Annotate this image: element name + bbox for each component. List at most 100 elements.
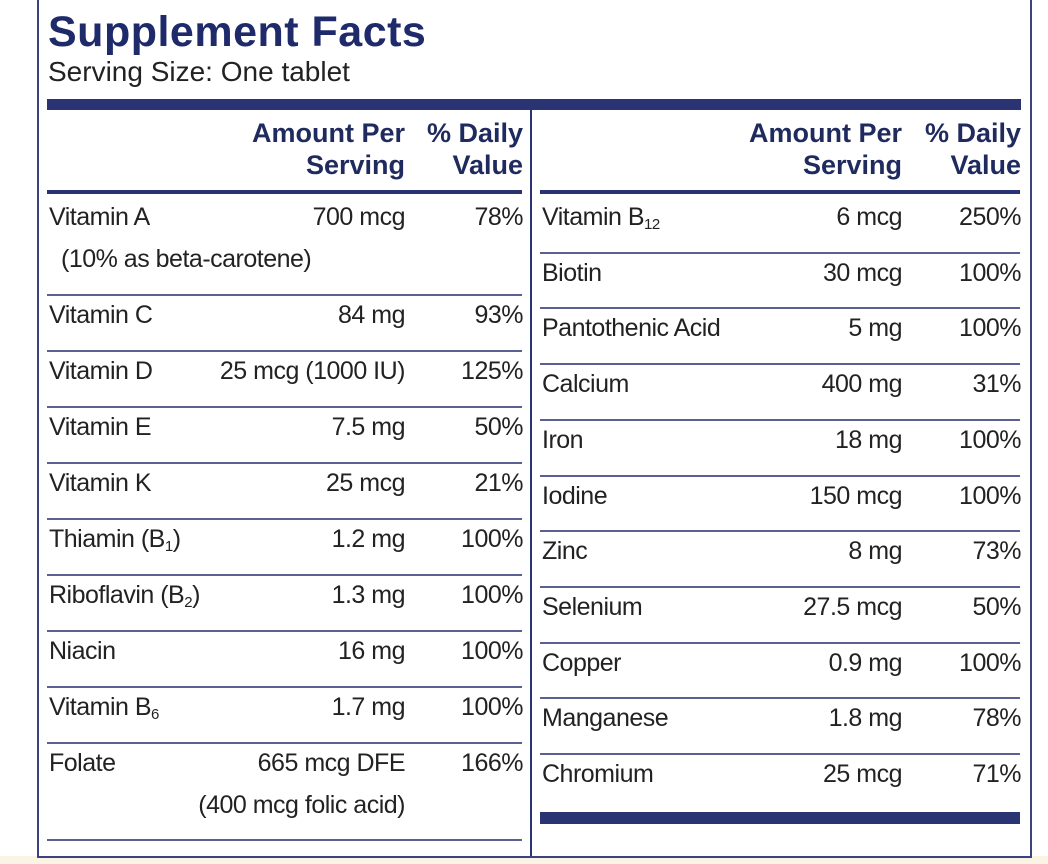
amount-header: Amount Per: [251, 118, 405, 148]
row-rule: [47, 349, 522, 352]
daily-value: 50%: [972, 592, 1021, 621]
row-rule: [47, 573, 522, 576]
name-text: Zinc: [542, 537, 588, 566]
name-text: Calcium: [542, 370, 629, 399]
nutrient-name: Riboflavin (B2): [49, 580, 200, 610]
daily-value: 100%: [959, 258, 1021, 287]
daily-value: 50%: [474, 412, 523, 441]
amount: 18 mg: [835, 425, 902, 454]
daily-value: 31%: [972, 370, 1021, 399]
column-divider: [530, 110, 532, 856]
subscript: 12: [644, 216, 660, 233]
serving-size: Serving Size: One tablet: [48, 56, 350, 87]
nutrient-name: Copper: [542, 648, 622, 678]
daily-value: 71%: [972, 760, 1021, 788]
row-rule: [540, 530, 1020, 533]
daily-value-header: % Daily: [426, 118, 523, 148]
nutrient-name: Vitamin A: [49, 202, 150, 232]
daily-value: 100%: [461, 636, 523, 665]
name-text: Vitamin D: [49, 356, 153, 385]
name-text: Vitamin B: [542, 203, 645, 231]
row-rule: [540, 641, 1020, 644]
bottom-bar: [540, 811, 1020, 824]
name-text: Riboflavin (B: [49, 580, 185, 609]
amount: 30 mcg: [823, 258, 902, 287]
name-text: Folate: [49, 748, 116, 777]
thick-bar: [47, 99, 1021, 110]
amount: 7.5 mg: [331, 412, 406, 441]
amount: 400 mg: [821, 370, 903, 399]
amount: 665 mcg DFE: [257, 748, 406, 777]
nutrient-name: Pantothenic Acid: [542, 313, 721, 343]
nutrient-name: Biotin: [542, 258, 602, 288]
daily-value: 100%: [461, 524, 523, 553]
daily-value: 100%: [959, 314, 1021, 343]
amount-header: Amount Per: [748, 118, 902, 148]
header-bar: [47, 190, 522, 194]
name-text: Chromium: [542, 760, 654, 788]
amount: 1.7 mg: [331, 692, 406, 721]
nutrient-name: Vitamin C: [49, 300, 153, 330]
daily-value: 93%: [474, 300, 523, 329]
daily-value: 250%: [959, 203, 1021, 231]
nutrient-name: Vitamin B6: [49, 692, 159, 722]
label-border: [37, 0, 1032, 858]
nutrient-name: Chromium: [542, 759, 654, 789]
daily-value: 100%: [959, 648, 1021, 677]
row-rule: [47, 685, 522, 688]
amount: 25 mcg: [326, 468, 405, 497]
amount-header: Serving: [802, 150, 902, 180]
name-text: Manganese: [542, 704, 669, 733]
row-rule: [540, 697, 1020, 700]
daily-value-header: % Daily: [924, 118, 1021, 148]
nutrient-note: (10% as beta-carotene): [61, 245, 312, 273]
amount: 6 mcg: [836, 203, 902, 231]
nutrient-name: Niacin: [49, 636, 116, 666]
daily-value: 100%: [959, 481, 1021, 510]
name-text: Vitamin E: [49, 412, 152, 441]
bottom-strip: [0, 856, 1048, 864]
daily-value: 100%: [461, 692, 523, 721]
row-rule: [47, 461, 522, 464]
nutrient-name: Selenium: [542, 592, 643, 622]
name-tail: ): [192, 580, 200, 609]
row-rule: [47, 741, 522, 744]
row-rule: [540, 753, 1020, 755]
amount: 0.9 mg: [828, 648, 903, 677]
amount-header: Serving: [305, 150, 405, 180]
name-text: Vitamin A: [49, 203, 150, 231]
nutrient-name: Folate: [49, 748, 116, 778]
nutrient-name: Vitamin E: [49, 412, 152, 442]
amount: 25 mcg (1000 IU): [219, 356, 406, 385]
nutrient-name: Thiamin (B1): [49, 524, 181, 554]
daily-value: 100%: [461, 580, 523, 609]
nutrient-name: Calcium: [542, 369, 629, 399]
row-rule: [540, 363, 1020, 366]
amount: 27.5 mcg: [803, 592, 902, 621]
row-rule: [47, 629, 522, 632]
amount: 1.8 mg: [828, 704, 903, 733]
daily-value-header: Value: [950, 150, 1021, 180]
name-text: Vitamin C: [49, 300, 153, 329]
name-text: Niacin: [49, 636, 116, 665]
name-text: Copper: [542, 648, 622, 677]
name-text: Vitamin K: [49, 468, 152, 497]
amount: 16 mg: [338, 636, 405, 665]
row-rule: [540, 251, 1020, 254]
daily-value: 125%: [461, 356, 523, 385]
nutrient-name: Vitamin B12: [542, 202, 660, 232]
nutrient-name: Iron: [542, 425, 584, 455]
title: Supplement Facts: [48, 8, 427, 56]
subscript: 1: [164, 537, 173, 555]
row-rule: [540, 418, 1020, 421]
name-text: Biotin: [542, 258, 602, 287]
daily-value-header: Value: [452, 150, 523, 180]
row-rule: [540, 307, 1020, 310]
header-bar: [540, 190, 1020, 194]
nutrient-name: Iodine: [542, 481, 608, 511]
amount: 150 mcg: [809, 481, 903, 510]
subscript: 6: [151, 705, 159, 723]
nutrient-name: Vitamin K: [49, 468, 152, 498]
daily-value: 78%: [972, 704, 1021, 733]
